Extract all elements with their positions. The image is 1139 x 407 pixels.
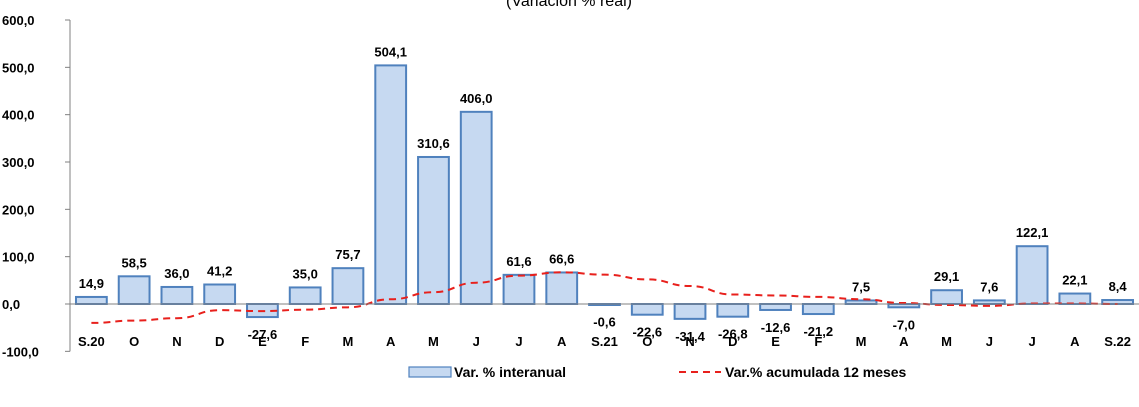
- bar: [759, 303, 792, 311]
- bar: [972, 299, 1006, 306]
- bar: [1058, 292, 1092, 306]
- x-tick-label: D: [215, 334, 224, 349]
- data-label: -27,6: [248, 327, 278, 342]
- bar: [160, 285, 194, 305]
- bar: [801, 303, 835, 316]
- x-tick-label: O: [642, 334, 652, 349]
- legend-label-acumulada: Var.% acumulada 12 meses: [725, 364, 907, 380]
- x-tick-label: A: [899, 334, 909, 349]
- x-tick-label: J: [515, 334, 522, 349]
- data-label: 504,1: [374, 44, 407, 59]
- bar: [331, 267, 365, 306]
- x-tick-label: A: [1070, 334, 1080, 349]
- y-tick-label: -100,0: [2, 344, 39, 359]
- x-tick-label: S.22: [1104, 334, 1131, 349]
- data-label: -12,6: [761, 320, 791, 335]
- y-tick-label: 600,0: [2, 13, 35, 28]
- x-tick-label: N: [172, 334, 181, 349]
- line-path: [91, 271, 1118, 324]
- bar: [502, 273, 536, 305]
- x-tick-label: E: [258, 334, 267, 349]
- data-label: 41,2: [207, 263, 232, 278]
- data-label: -0,6: [593, 314, 615, 329]
- x-tick-label: E: [771, 334, 780, 349]
- bar: [117, 275, 151, 305]
- x-tick-label: J: [986, 334, 993, 349]
- x-tick-label: M: [343, 334, 354, 349]
- y-tick-label: 100,0: [2, 250, 35, 265]
- x-tick-label: F: [301, 334, 309, 349]
- x-tick-label: S.21: [591, 334, 618, 349]
- data-label: 75,7: [335, 247, 360, 262]
- bar: [459, 110, 493, 306]
- x-tick-label: N: [685, 334, 694, 349]
- data-label: 7,5: [852, 279, 870, 294]
- data-labels: 14,9 58,5 36,0 41,2 -27,6 35,0 75,7 504,1 310,6 4…: [79, 44, 1128, 343]
- data-label: 122,1: [1016, 225, 1049, 240]
- x-tick-label: J: [473, 334, 480, 349]
- data-label: -31,4: [675, 329, 705, 344]
- legend: Var. % interanual Var.% acumulada 12 mes…: [408, 364, 907, 380]
- chart-title: (Variación % real): [506, 0, 632, 10]
- data-label: -21,2: [803, 324, 833, 339]
- bar: [673, 303, 707, 320]
- bar: [1015, 245, 1049, 305]
- data-label: 8,4: [1109, 279, 1128, 294]
- legend-label-interanual: Var. % interanual: [454, 364, 566, 380]
- bar: [630, 303, 664, 316]
- y-tick-label: 300,0: [2, 155, 35, 170]
- x-tick-label: O: [129, 334, 139, 349]
- line-series: [91, 271, 1118, 324]
- legend-swatch-interanual: [408, 366, 452, 378]
- data-label: -7,0: [893, 317, 915, 332]
- x-tick-label: M: [941, 334, 952, 349]
- bar: [203, 283, 237, 305]
- x-tick-label: J: [1028, 334, 1035, 349]
- bar-series: [74, 64, 1135, 320]
- data-label: 310,6: [417, 136, 450, 151]
- bar: [417, 155, 450, 305]
- data-label: 35,0: [293, 266, 318, 281]
- data-label: 36,0: [164, 266, 189, 281]
- data-label: 7,6: [980, 279, 998, 294]
- x-tick-label: A: [386, 334, 396, 349]
- data-label: 29,1: [934, 269, 959, 284]
- y-tick-label: 400,0: [2, 108, 35, 123]
- data-label: 66,6: [549, 251, 574, 266]
- x-tick-label: M: [428, 334, 439, 349]
- data-label: 14,9: [79, 276, 104, 291]
- data-label: -22,6: [632, 325, 662, 340]
- bar: [74, 295, 108, 305]
- x-tick-label: M: [856, 334, 867, 349]
- x-axis: S.20 O N D E F M A M J J A S.21 O N D E F M A M J J A S.22: [70, 303, 1139, 349]
- data-label: 61,6: [506, 254, 531, 269]
- data-label: 22,1: [1062, 273, 1087, 288]
- bar: [545, 271, 579, 306]
- data-label: -26,8: [718, 327, 748, 342]
- x-tick-label: S.20: [78, 334, 105, 349]
- bar: [374, 64, 408, 305]
- y-axis: -100,0 0,0 100,0 200,0 300,0 400,0 500,0 600,0: [2, 13, 71, 359]
- bar: [288, 286, 322, 305]
- data-label: 406,0: [460, 91, 493, 106]
- x-tick-label: A: [557, 334, 567, 349]
- y-tick-label: 200,0: [2, 202, 35, 217]
- bar: [716, 303, 750, 318]
- y-tick-label: 500,0: [2, 60, 35, 75]
- bar: [844, 299, 878, 306]
- y-tick-label: 0,0: [2, 297, 20, 312]
- x-tick-label: F: [814, 334, 822, 349]
- x-tick-label: D: [728, 334, 737, 349]
- data-label: 58,5: [121, 255, 146, 270]
- bar: [930, 289, 963, 306]
